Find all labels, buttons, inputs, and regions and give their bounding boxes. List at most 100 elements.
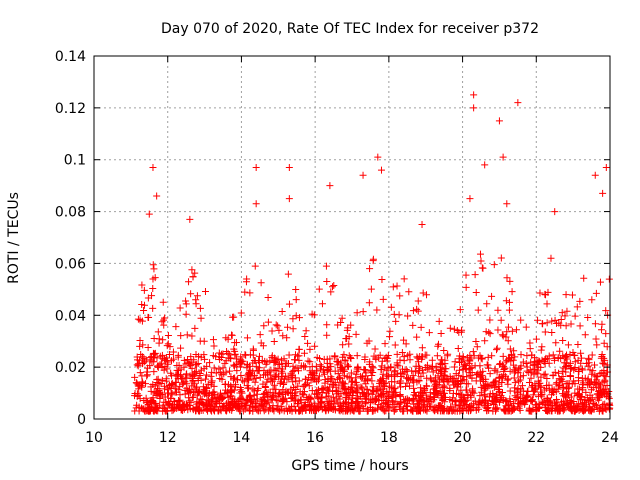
data-point bbox=[149, 261, 157, 269]
data-point bbox=[249, 375, 257, 383]
data-point bbox=[323, 385, 331, 393]
data-point bbox=[574, 356, 582, 364]
data-point bbox=[517, 351, 525, 359]
data-point bbox=[470, 104, 478, 112]
data-point bbox=[557, 321, 565, 329]
data-point bbox=[598, 320, 606, 328]
data-point bbox=[428, 398, 436, 406]
data-point bbox=[171, 398, 179, 406]
y-tick-label: 0 bbox=[77, 412, 86, 428]
data-point bbox=[315, 372, 323, 380]
data-point bbox=[341, 367, 349, 375]
data-point bbox=[473, 371, 481, 379]
data-point bbox=[335, 392, 343, 400]
data-point bbox=[580, 274, 588, 282]
data-point bbox=[539, 398, 547, 406]
y-tick-label: 0.04 bbox=[55, 308, 86, 324]
data-point bbox=[538, 390, 546, 398]
data-point bbox=[472, 406, 480, 414]
data-point bbox=[187, 398, 195, 406]
data-point bbox=[245, 368, 253, 376]
data-point bbox=[594, 372, 602, 380]
data-point bbox=[365, 299, 373, 307]
data-point bbox=[265, 368, 273, 376]
data-point bbox=[211, 390, 219, 398]
data-point bbox=[284, 323, 292, 331]
data-point bbox=[295, 400, 303, 408]
data-point bbox=[389, 397, 397, 405]
data-point bbox=[152, 405, 160, 413]
data-point bbox=[404, 374, 412, 382]
data-point bbox=[246, 404, 254, 412]
data-point bbox=[588, 351, 596, 359]
data-point bbox=[593, 341, 601, 349]
data-point bbox=[232, 339, 240, 347]
data-point bbox=[266, 403, 274, 411]
data-point bbox=[560, 384, 568, 392]
data-point bbox=[336, 407, 344, 415]
data-point bbox=[396, 390, 404, 398]
data-point bbox=[196, 304, 204, 312]
data-point bbox=[410, 384, 418, 392]
data-point bbox=[146, 354, 154, 362]
data-point bbox=[541, 328, 549, 336]
data-point bbox=[368, 372, 376, 380]
data-point bbox=[138, 317, 146, 325]
data-point bbox=[222, 406, 230, 414]
data-point bbox=[334, 361, 342, 369]
data-point bbox=[596, 278, 604, 286]
data-point bbox=[517, 373, 525, 381]
data-point bbox=[502, 358, 510, 366]
data-point bbox=[275, 326, 283, 334]
data-point bbox=[554, 402, 562, 410]
data-point bbox=[337, 319, 345, 327]
data-point bbox=[172, 405, 180, 413]
data-point bbox=[403, 379, 411, 387]
data-point bbox=[564, 380, 572, 388]
data-point bbox=[368, 362, 376, 370]
data-point bbox=[339, 341, 347, 349]
data-point bbox=[599, 359, 607, 367]
data-point bbox=[522, 391, 530, 399]
data-point bbox=[363, 391, 371, 399]
data-point bbox=[555, 382, 563, 390]
data-point bbox=[251, 262, 259, 270]
data-point bbox=[210, 364, 218, 372]
data-point bbox=[302, 327, 310, 335]
data-point bbox=[400, 336, 408, 344]
data-point bbox=[541, 359, 549, 367]
data-point bbox=[154, 328, 162, 336]
data-point bbox=[443, 378, 451, 386]
data-point bbox=[252, 399, 260, 407]
data-point bbox=[582, 388, 590, 396]
data-point bbox=[435, 378, 443, 386]
data-point bbox=[588, 370, 596, 378]
data-point bbox=[263, 378, 271, 386]
data-point bbox=[216, 374, 224, 382]
data-point bbox=[215, 407, 223, 415]
data-point bbox=[497, 254, 505, 262]
data-point bbox=[379, 295, 387, 303]
data-point bbox=[282, 362, 290, 370]
data-point bbox=[469, 385, 477, 393]
data-point bbox=[172, 384, 180, 392]
data-point bbox=[449, 389, 457, 397]
data-point bbox=[428, 364, 436, 372]
data-point bbox=[495, 117, 503, 125]
data-point bbox=[598, 369, 606, 377]
data-point bbox=[555, 369, 563, 377]
data-point bbox=[257, 397, 265, 405]
data-point bbox=[472, 377, 480, 385]
data-point bbox=[215, 365, 223, 373]
data-point bbox=[165, 399, 173, 407]
data-point bbox=[432, 366, 440, 374]
data-point bbox=[480, 378, 488, 386]
data-point bbox=[581, 331, 589, 339]
data-point bbox=[584, 314, 592, 322]
data-point bbox=[391, 384, 399, 392]
data-point bbox=[211, 403, 219, 411]
data-point bbox=[556, 347, 564, 355]
data-point bbox=[470, 389, 478, 397]
data-point bbox=[563, 351, 571, 359]
data-point bbox=[138, 301, 146, 309]
